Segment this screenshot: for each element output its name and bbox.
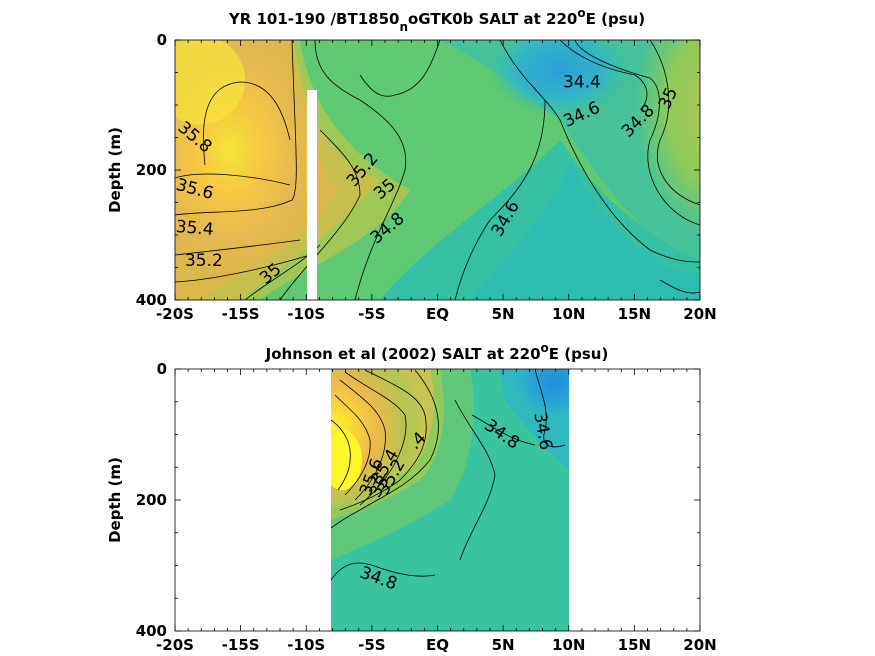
top-x-tick-label: 5N: [492, 305, 515, 323]
bottom-x-tick-label: -15S: [222, 636, 260, 654]
bottom-y-tick-label: 0: [157, 360, 167, 378]
top-contour-label: 34.4: [563, 72, 601, 92]
bottom-x-tick-label: -20S: [156, 636, 194, 654]
top-x-tick-label: EQ: [426, 305, 449, 323]
top-x-tick-label: 20N: [683, 305, 716, 323]
top-x-tick-label: 10N: [552, 305, 585, 323]
top-heatmap-field: [175, 40, 700, 300]
bottom-x-tick-label: -10S: [287, 636, 325, 654]
bottom-x-tick-label: -5S: [358, 636, 385, 654]
top-y-tick-label: 0: [157, 31, 167, 49]
top-x-tick-label: -20S: [156, 305, 194, 323]
top-y-tick-label: 200: [136, 161, 167, 179]
bottom-x-ticks: -20S -15S -10S -5S EQ 5N 10N 15N 20N: [156, 369, 717, 654]
bottom-heatmap-field: [331, 369, 569, 631]
top-contour-label: 35.2: [185, 251, 223, 271]
bottom-x-tick-label: 20N: [683, 636, 716, 654]
bottom-y-tick-label: 400: [136, 622, 167, 640]
top-contour-label: 35.4: [175, 217, 214, 240]
top-y-axis-label: Depth (m): [106, 127, 124, 213]
top-x-tick-label: -10S: [287, 305, 325, 323]
bottom-y-tick-label: 200: [136, 491, 167, 509]
top-y-ticks: 0 200 400: [136, 31, 700, 309]
top-chart-title: YR 101-190 /BT1850noGTK0b SALT at 220oE …: [228, 6, 645, 34]
top-x-ticks: -20S -15S -10S -5S EQ 5N 10N 15N 20N: [156, 40, 717, 323]
top-x-tick-label: -5S: [358, 305, 385, 323]
bottom-chart-title: Johnson et al (2002) SALT at 220oE (psu): [265, 341, 609, 363]
bottom-x-tick-label: 5N: [492, 636, 515, 654]
bottom-x-tick-label: 10N: [552, 636, 585, 654]
bottom-y-axis-label: Depth (m): [106, 457, 124, 543]
bottom-x-tick-label: EQ: [426, 636, 449, 654]
top-y-tick-label: 400: [136, 291, 167, 309]
top-contour-lines: [175, 40, 700, 300]
top-x-tick-label: -15S: [222, 305, 260, 323]
bottom-y-ticks: 0 200 400: [136, 360, 700, 640]
bottom-x-tick-label: 15N: [618, 636, 651, 654]
bottom-contour-lines: [331, 369, 566, 581]
top-x-tick-label: 15N: [618, 305, 651, 323]
bottom-panel: 35.635.435.235.4 34.8 34.634.8 -20S -15S -10…: [106, 341, 717, 654]
top-data-gap: [307, 90, 317, 300]
